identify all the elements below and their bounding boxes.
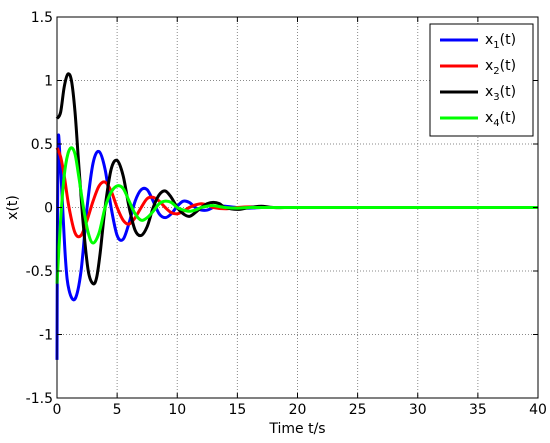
x-tick-label: 5 xyxy=(113,402,122,418)
y-tick-label: 1 xyxy=(44,74,53,90)
x-tick-label: 40 xyxy=(529,402,547,418)
y-tick-label: 1.5 xyxy=(31,10,53,26)
series-lines xyxy=(55,72,538,360)
series-line-x4 xyxy=(55,146,538,284)
legend-label-x2: x2(t) xyxy=(485,58,516,77)
y-tick-label: 0 xyxy=(44,201,53,217)
legend-label-x3: x3(t) xyxy=(485,84,516,103)
legend: x1(t) x2(t) x3(t) x4(t) xyxy=(429,23,534,137)
y-tick-label: -1.5 xyxy=(26,391,53,407)
y-tick-label: -1 xyxy=(39,328,53,344)
y-axis-label: x(t) xyxy=(5,195,21,220)
x-tick-label: 10 xyxy=(168,402,186,418)
legend-label-x1: x1(t) xyxy=(485,32,516,51)
x-tick-label: 30 xyxy=(409,402,427,418)
axis-ticks: 0 5 10 15 20 25 30 35 40 -1.5 -1 -0.5 0 0.5 1 1.5 xyxy=(26,10,547,418)
x-tick-label: 15 xyxy=(228,402,246,418)
x-tick-label: 35 xyxy=(469,402,487,418)
y-tick-label: -0.5 xyxy=(26,264,53,280)
y-tick-label: 0.5 xyxy=(31,137,53,153)
x-tick-label: 0 xyxy=(53,402,62,418)
x-tick-label: 20 xyxy=(289,402,307,418)
x-axis-label: Time t/s xyxy=(268,421,325,437)
legend-label-x4: x4(t) xyxy=(485,110,516,129)
x-tick-label: 25 xyxy=(349,402,367,418)
